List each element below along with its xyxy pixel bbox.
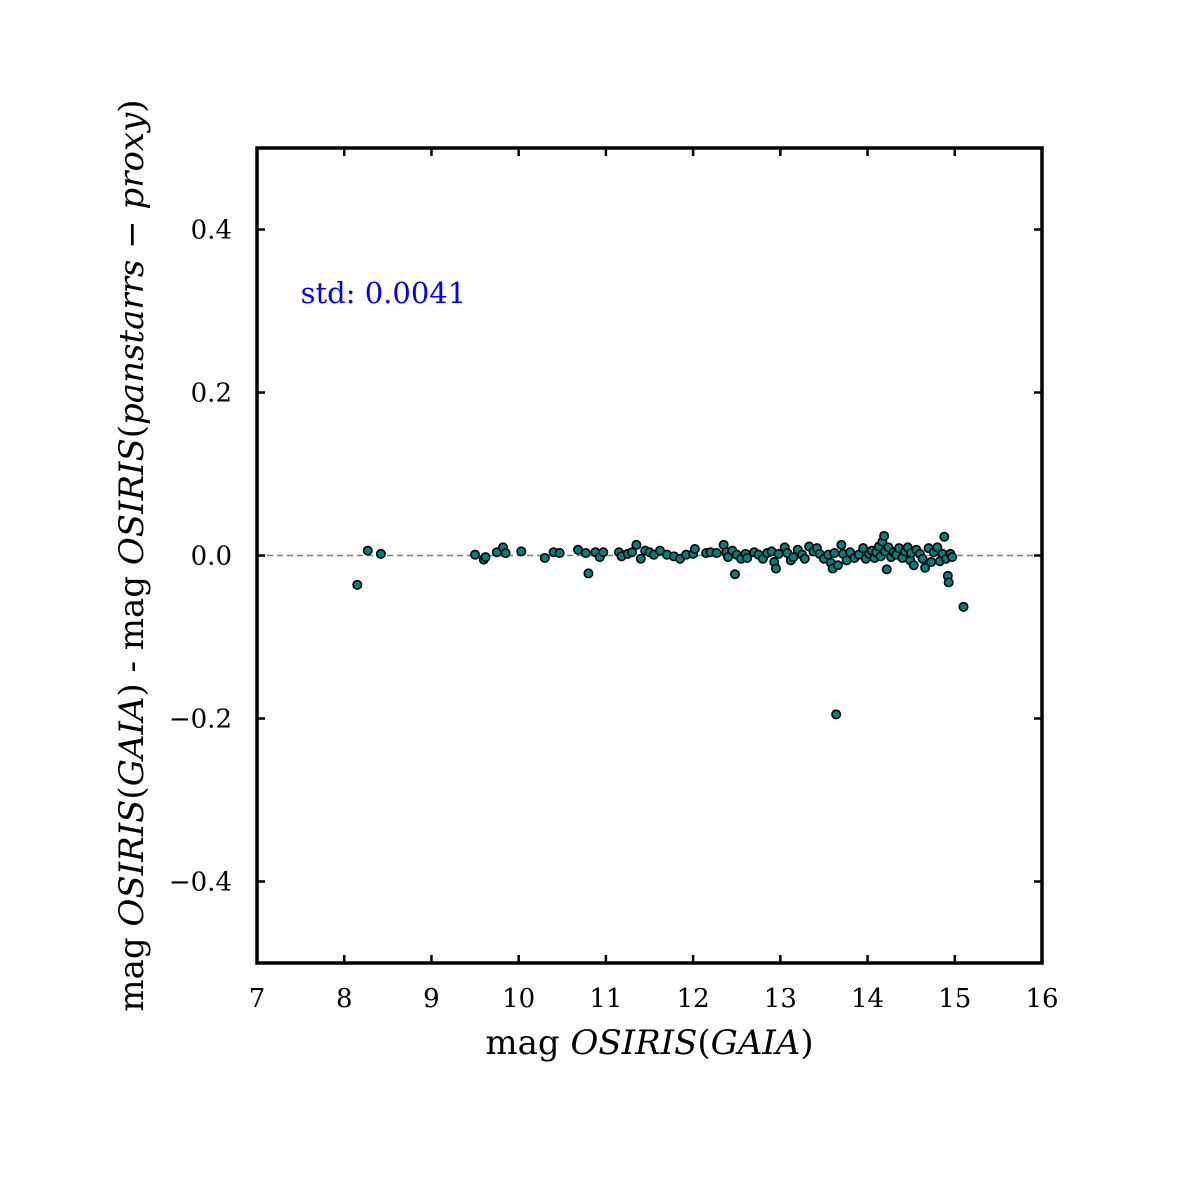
data-point — [788, 552, 799, 563]
data-point — [917, 553, 928, 564]
x-tick-label: 8 — [336, 984, 353, 1014]
data-point — [881, 564, 892, 575]
data-point — [836, 539, 847, 550]
data-point — [480, 552, 491, 563]
data-point — [729, 569, 740, 580]
data-point — [627, 547, 638, 558]
plot-frame — [255, 146, 1044, 965]
data-point — [858, 543, 869, 554]
x-tick-label: 11 — [589, 984, 622, 1014]
data-point — [943, 577, 954, 588]
data-point — [516, 546, 527, 557]
std-annotation: std: 0.0041 — [301, 276, 467, 310]
data-point — [947, 552, 958, 563]
data-point — [770, 563, 781, 574]
data-point — [580, 548, 591, 559]
data-point — [362, 545, 373, 556]
x-tick-label: 13 — [764, 984, 797, 1014]
x-tick-label: 9 — [423, 984, 440, 1014]
data-point — [583, 568, 594, 579]
x-tick-label: 7 — [249, 984, 266, 1014]
data-point — [799, 553, 810, 564]
data-point — [832, 560, 843, 571]
y-axis-label: mag OSIRIS(GAIA) - mag OSIRIS(panstarrs … — [112, 99, 152, 1011]
data-point — [958, 601, 969, 612]
data-point — [500, 548, 511, 559]
x-axis-label: mag OSIRIS(GAIA) — [485, 1023, 813, 1063]
data-point — [879, 530, 890, 541]
data-point — [539, 552, 550, 563]
x-tick-label: 14 — [851, 984, 884, 1014]
data-point — [926, 557, 937, 568]
data-point — [631, 539, 642, 550]
y-tick-label: 0.2 — [191, 379, 232, 409]
x-tick-label: 12 — [677, 984, 710, 1014]
data-point — [352, 579, 363, 590]
data-point — [598, 547, 609, 558]
x-tick-label: 16 — [1025, 984, 1058, 1014]
data-point — [635, 553, 646, 564]
x-tick-label: 10 — [502, 984, 535, 1014]
data-point — [829, 548, 840, 559]
data-point — [554, 548, 565, 559]
data-point — [470, 549, 481, 560]
data-point — [831, 709, 842, 720]
y-tick-label: 0.4 — [191, 216, 232, 246]
data-point — [920, 562, 931, 573]
data-point — [375, 548, 386, 559]
y-tick-label: −0.2 — [169, 705, 232, 735]
data-point — [939, 531, 950, 542]
y-tick-label: −0.4 — [169, 868, 232, 898]
y-tick-label: 0.0 — [191, 542, 232, 572]
data-point — [689, 543, 700, 554]
axis-ticks: 7 8 9 10 11 12 13 14 15 16 −0.4 −0.2 0.0 0.2 0.4 — [169, 148, 1059, 1014]
x-tick-label: 15 — [938, 984, 971, 1014]
data-point — [908, 560, 919, 571]
data-point — [932, 542, 943, 553]
data-points — [352, 530, 969, 720]
data-point — [711, 548, 722, 559]
data-point — [742, 552, 753, 563]
